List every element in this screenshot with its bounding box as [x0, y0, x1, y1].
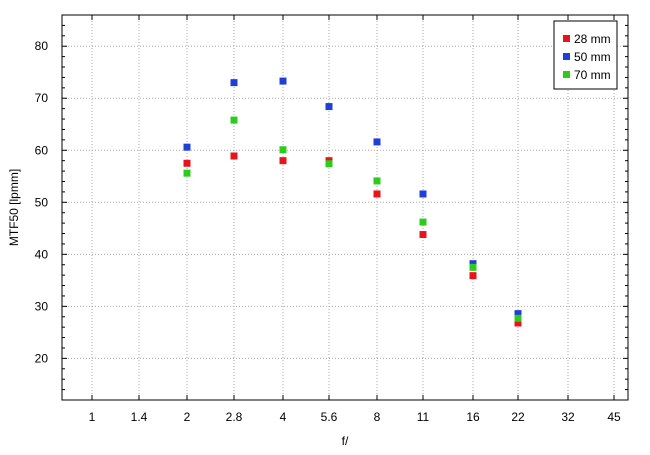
data-point [469, 263, 477, 271]
y-axis-label: MTF50 [lpmm] [7, 169, 21, 246]
x-tick-label: 8 [374, 410, 381, 424]
data-point [469, 272, 477, 280]
data-point [230, 79, 238, 87]
x-tick-label: 5.6 [321, 410, 338, 424]
y-tick-label: 70 [35, 91, 49, 105]
x-tick-label: 1 [89, 410, 96, 424]
data-point [419, 231, 427, 239]
data-point [373, 177, 381, 185]
y-tick-label: 40 [35, 247, 49, 261]
data-point [279, 146, 287, 154]
x-tick-label: 1.4 [131, 410, 148, 424]
y-tick-label: 30 [35, 299, 49, 313]
data-point [325, 103, 333, 111]
y-tick-label: 20 [35, 351, 49, 365]
data-point [373, 190, 381, 198]
y-tick-label: 80 [35, 39, 49, 53]
legend-label: 28 mm [574, 32, 611, 46]
legend-marker [563, 53, 570, 60]
data-point [325, 160, 333, 168]
x-tick-label: 2 [184, 410, 191, 424]
legend-label: 50 mm [574, 50, 611, 64]
data-point [183, 143, 191, 151]
x-tick-label: 2.8 [226, 410, 243, 424]
data-point [514, 310, 522, 318]
plot-frame [61, 14, 629, 401]
data-point [183, 159, 191, 167]
grid-lines [62, 15, 628, 400]
axis-ticks: 1 1.4 2 2.8 4 5.6 8 11 16 22 32 45 20 30 40 50 60 70 80 [35, 15, 628, 424]
y-tick-label: 50 [35, 195, 49, 209]
legend-label: 70 mm [574, 68, 611, 82]
data-points [183, 77, 522, 327]
x-tick-label: 45 [607, 410, 621, 424]
data-point [230, 152, 238, 160]
x-tick-label: 22 [511, 410, 525, 424]
data-point [279, 77, 287, 85]
data-point [373, 138, 381, 146]
legend-marker [563, 35, 570, 42]
x-tick-label: 11 [417, 410, 430, 424]
x-tick-label: 32 [561, 410, 575, 424]
data-point [514, 319, 522, 327]
data-point [419, 218, 427, 226]
x-axis-label: f/ [342, 434, 349, 448]
data-point [183, 169, 191, 177]
x-tick-label: 4 [280, 410, 287, 424]
x-tick-label: 16 [466, 410, 480, 424]
data-point [514, 314, 522, 322]
data-point [230, 116, 238, 124]
data-point [279, 157, 287, 165]
legend: 28 mm 50 mm 70 mm [553, 20, 618, 90]
data-point [469, 260, 477, 268]
data-point [419, 190, 427, 198]
y-tick-label: 60 [35, 143, 49, 157]
legend-marker [563, 71, 570, 78]
